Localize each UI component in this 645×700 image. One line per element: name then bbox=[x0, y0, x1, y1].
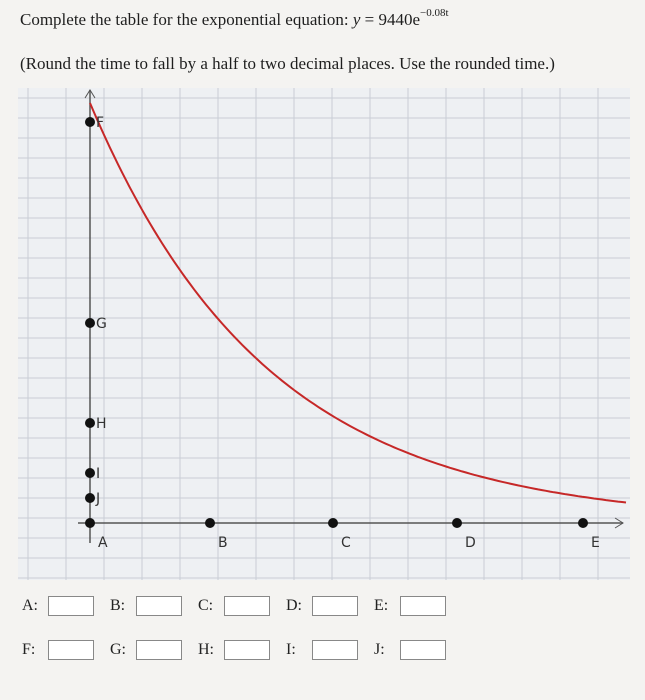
answer-box[interactable] bbox=[136, 596, 182, 616]
input-label: B: bbox=[110, 597, 126, 614]
point-label: B bbox=[218, 535, 228, 551]
answer-box[interactable] bbox=[400, 596, 446, 616]
graph: A B C D E F G H IJ bbox=[18, 88, 630, 580]
input-label: E: bbox=[374, 597, 389, 614]
lhs: y bbox=[352, 10, 361, 29]
point bbox=[452, 518, 462, 528]
prompt: Complete the table for the exponential e… bbox=[20, 10, 349, 29]
input-label: D: bbox=[286, 597, 302, 614]
point bbox=[578, 518, 588, 528]
answer-box[interactable] bbox=[224, 596, 270, 616]
point bbox=[205, 518, 215, 528]
point-label: E bbox=[591, 535, 600, 551]
point-label: D bbox=[465, 535, 476, 551]
point-label: H bbox=[96, 416, 107, 432]
curve bbox=[89, 102, 627, 504]
point bbox=[85, 117, 95, 127]
equals: = bbox=[364, 10, 375, 29]
point bbox=[85, 518, 95, 528]
input-label: H: bbox=[198, 641, 214, 658]
answer-box[interactable] bbox=[136, 640, 182, 660]
answer-box[interactable] bbox=[400, 640, 446, 660]
input-label: G: bbox=[110, 641, 126, 658]
prompt-line: Complete the table for the exponential e… bbox=[20, 7, 449, 30]
instruction: (Round the time to fall by a half to two… bbox=[20, 54, 555, 73]
base: 9440e bbox=[378, 10, 420, 29]
answer-box[interactable] bbox=[312, 596, 358, 616]
point-label: C bbox=[341, 535, 351, 551]
answer-box[interactable] bbox=[312, 640, 358, 660]
point-label: I bbox=[96, 466, 100, 482]
answer-box[interactable] bbox=[224, 640, 270, 660]
answer-box[interactable] bbox=[48, 596, 94, 616]
input-row: A: B: C: D: E: bbox=[22, 596, 462, 616]
point bbox=[85, 493, 95, 503]
arrow bbox=[614, 517, 624, 529]
point-label: J bbox=[95, 491, 100, 507]
input-label: J: bbox=[374, 641, 385, 658]
input-label: C: bbox=[198, 597, 214, 614]
point-label: A bbox=[98, 535, 108, 551]
answer-box[interactable] bbox=[48, 640, 94, 660]
input-label: A: bbox=[22, 597, 38, 614]
input-row: F: G: H: I: J: bbox=[22, 640, 462, 660]
arrow bbox=[84, 89, 96, 99]
input-label: I: bbox=[286, 641, 296, 658]
point bbox=[85, 318, 95, 328]
point bbox=[85, 418, 95, 428]
input-label: F: bbox=[22, 641, 36, 658]
point-label: F bbox=[96, 115, 104, 131]
point-label: G bbox=[96, 316, 107, 332]
point bbox=[85, 468, 95, 478]
point bbox=[328, 518, 338, 528]
exponent: −0.08t bbox=[420, 7, 449, 19]
